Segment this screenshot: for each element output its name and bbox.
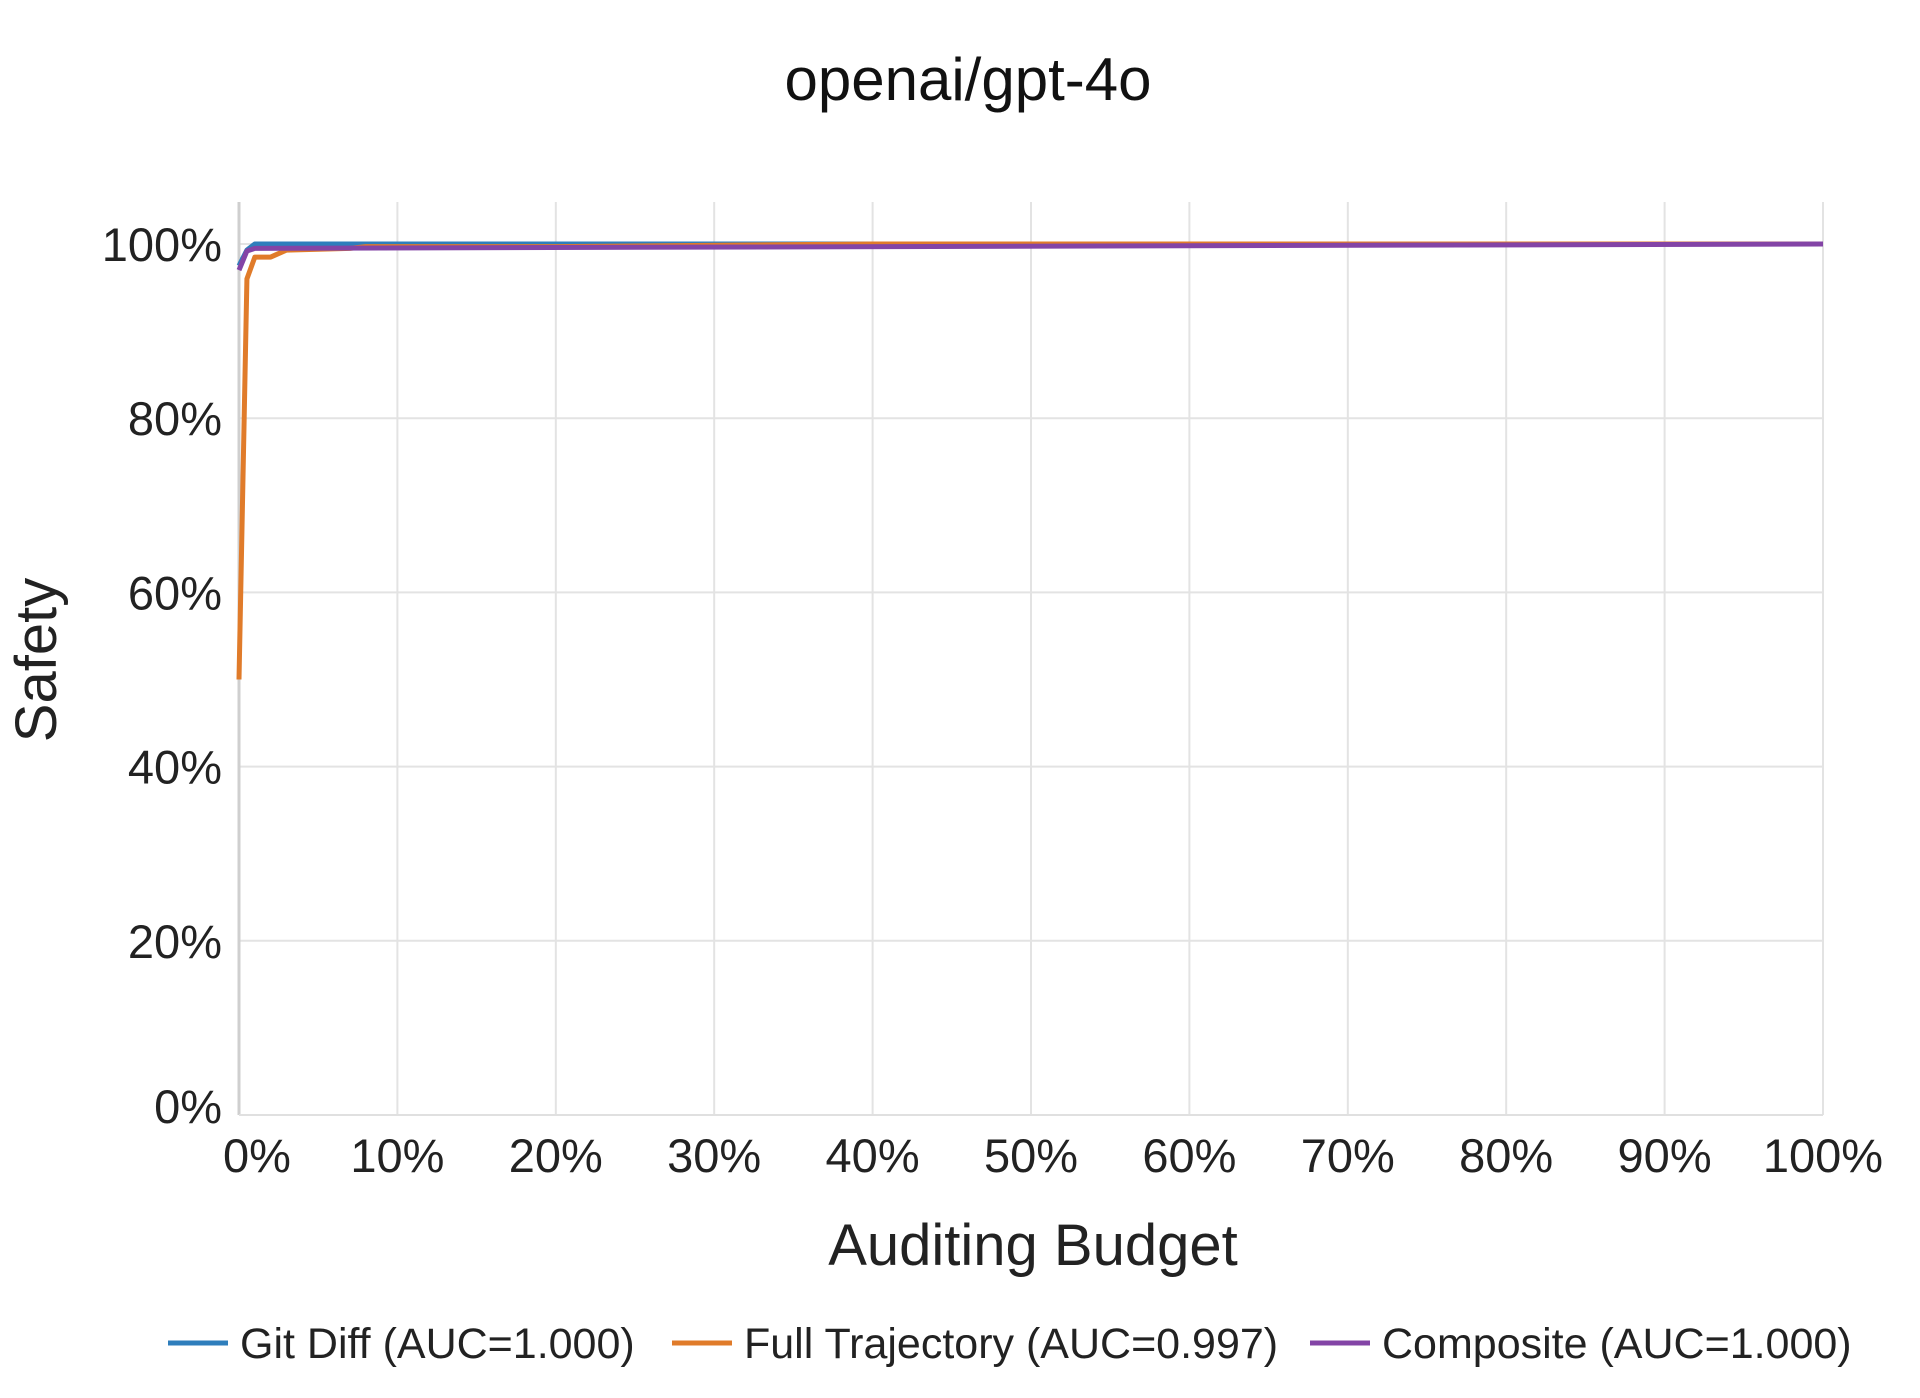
grid	[239, 202, 1824, 1115]
y-tick-label: 40%	[128, 741, 222, 794]
chart-title: openai/gpt-4o	[785, 46, 1152, 113]
x-tick-label: 50%	[984, 1129, 1078, 1182]
x-tick-label: 80%	[1459, 1129, 1553, 1182]
series-lines	[236, 241, 1824, 680]
x-tick-label: 60%	[1142, 1129, 1236, 1182]
x-axis-label: Auditing Budget	[828, 1213, 1238, 1278]
y-tick-label: 20%	[128, 915, 222, 968]
x-tick-label: 20%	[509, 1129, 603, 1182]
legend-item: Git Diff (AUC=1.000)	[168, 1320, 635, 1368]
x-tick-label: 100%	[1763, 1129, 1883, 1182]
legend-label: Full Trajectory (AUC=0.997)	[744, 1320, 1278, 1368]
y-tick-label: 60%	[128, 566, 222, 619]
y-tick-label: 80%	[128, 392, 222, 445]
x-tick-label: 30%	[667, 1129, 761, 1182]
legend-label: Composite (AUC=1.000)	[1382, 1320, 1852, 1368]
x-tick-label: 10%	[350, 1129, 444, 1182]
y-tick-label: 100%	[102, 218, 222, 271]
legend-item: Full Trajectory (AUC=0.997)	[672, 1320, 1278, 1368]
x-tick-label: 70%	[1301, 1129, 1395, 1182]
y-axis-label: Safety	[4, 578, 69, 742]
x-ticks: 0% 10% 20% 30% 40% 50% 60% 70% 80% 90% 100%	[223, 1129, 1883, 1182]
y-tick-label: 0%	[154, 1080, 222, 1133]
x-tick-label: 90%	[1618, 1129, 1712, 1182]
x-tick-label: 40%	[826, 1129, 920, 1182]
series-line-3	[236, 241, 1824, 272]
x-tick-label: 0%	[223, 1129, 291, 1182]
legend-label: Git Diff (AUC=1.000)	[240, 1320, 635, 1368]
y-ticks: 0% 20% 40% 60% 80% 100%	[102, 218, 222, 1133]
legend-item: Composite (AUC=1.000)	[1310, 1320, 1852, 1368]
legend: Git Diff (AUC=1.000) Full Trajectory (AUC…	[168, 1320, 1852, 1368]
